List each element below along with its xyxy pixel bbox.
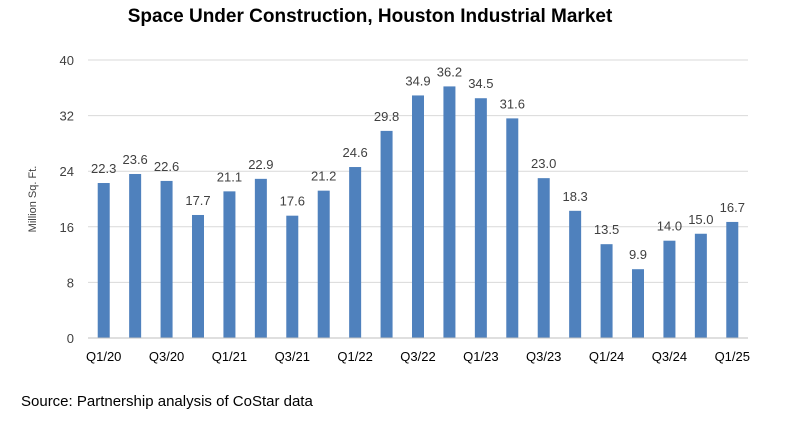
y-axis-title: Million Sq. Ft. bbox=[27, 166, 39, 233]
data-label: 24.6 bbox=[342, 145, 367, 160]
bar-Q4/24 bbox=[694, 233, 707, 338]
data-label: 36.2 bbox=[437, 64, 462, 79]
y-tick-label: 24 bbox=[60, 164, 74, 179]
bar-Q3/23 bbox=[537, 178, 550, 338]
bar-Q2/24 bbox=[632, 269, 644, 338]
x-tick-label: Q1/20 bbox=[86, 349, 121, 364]
bar-Q3/24 bbox=[663, 240, 676, 338]
x-tick-label: Q3/21 bbox=[275, 349, 310, 364]
bar-Q1/23 bbox=[474, 98, 487, 338]
x-tick-label: Q1/24 bbox=[589, 349, 624, 364]
x-tick-label: Q3/20 bbox=[149, 349, 184, 364]
bars bbox=[97, 86, 739, 338]
bar-Q3/21 bbox=[286, 215, 299, 338]
data-label: 16.7 bbox=[720, 200, 745, 215]
y-tick-label: 40 bbox=[60, 53, 74, 68]
data-label: 21.2 bbox=[311, 169, 336, 184]
bar-Q4/20 bbox=[192, 214, 204, 338]
chart-title: Space Under Construction, Houston Indust… bbox=[127, 6, 613, 27]
data-label: 22.3 bbox=[91, 161, 116, 176]
bar-Q1/21 bbox=[223, 191, 236, 338]
data-label: 18.3 bbox=[562, 189, 587, 204]
data-label: 17.7 bbox=[185, 193, 210, 208]
data-label: 22.9 bbox=[248, 157, 273, 172]
bar-Q4/22 bbox=[443, 86, 456, 338]
y-tick-label: 16 bbox=[60, 220, 74, 235]
y-tick-label: 8 bbox=[67, 275, 74, 290]
data-labels: 22.3 23.6 22.6 17.7 21.1 22.9 17.6 21.2 24.6 29.8… bbox=[91, 64, 745, 262]
data-label: 34.5 bbox=[468, 76, 493, 91]
bar-Q4/23 bbox=[569, 210, 582, 338]
bar-Q3/20 bbox=[160, 180, 173, 338]
bar-Q1/22 bbox=[349, 167, 362, 338]
y-tick-label: 0 bbox=[67, 331, 74, 346]
x-tick-label: Q1/25 bbox=[715, 349, 750, 364]
data-label: 15.0 bbox=[688, 212, 713, 227]
data-label: 31.6 bbox=[500, 96, 525, 111]
x-tick-label: Q3/24 bbox=[652, 349, 687, 364]
data-label: 21.1 bbox=[217, 169, 242, 184]
y-axis: 0 8 16 24 32 40 bbox=[60, 53, 74, 346]
source-note: Source: Partnership analysis of CoStar d… bbox=[21, 393, 313, 410]
bar-Q1/20 bbox=[97, 183, 110, 338]
data-label: 23.0 bbox=[531, 156, 556, 171]
bar-Q2/20 bbox=[129, 173, 142, 338]
x-tick-label: Q3/22 bbox=[400, 349, 435, 364]
x-tick-label: Q1/23 bbox=[463, 349, 498, 364]
x-tick-label: Q1/22 bbox=[337, 349, 372, 364]
y-tick-label: 32 bbox=[60, 109, 74, 124]
data-label: 14.0 bbox=[657, 219, 682, 234]
data-label: 13.5 bbox=[594, 222, 619, 237]
data-label: 34.9 bbox=[405, 73, 430, 88]
x-tick-label: Q3/23 bbox=[526, 349, 561, 364]
bar-Q1/25 bbox=[726, 221, 739, 338]
bar-Q1/24 bbox=[600, 244, 613, 338]
data-label: 22.6 bbox=[154, 159, 179, 174]
data-label: 23.6 bbox=[122, 152, 147, 167]
bar-Q2/21 bbox=[254, 178, 267, 338]
x-tick-label: Q1/21 bbox=[212, 349, 247, 364]
bar-Q3/22 bbox=[412, 95, 424, 338]
data-label: 9.9 bbox=[629, 247, 647, 262]
data-label: 29.8 bbox=[374, 109, 399, 124]
bar-Q2/22 bbox=[380, 130, 393, 338]
x-axis: Q1/20 Q3/20 Q1/21 Q3/21 Q1/22 Q3/22 Q1/23 Q3/23… bbox=[86, 337, 750, 364]
bar-Q2/23 bbox=[506, 118, 519, 338]
bar-Q4/21 bbox=[317, 190, 330, 338]
data-label: 17.6 bbox=[280, 194, 305, 209]
